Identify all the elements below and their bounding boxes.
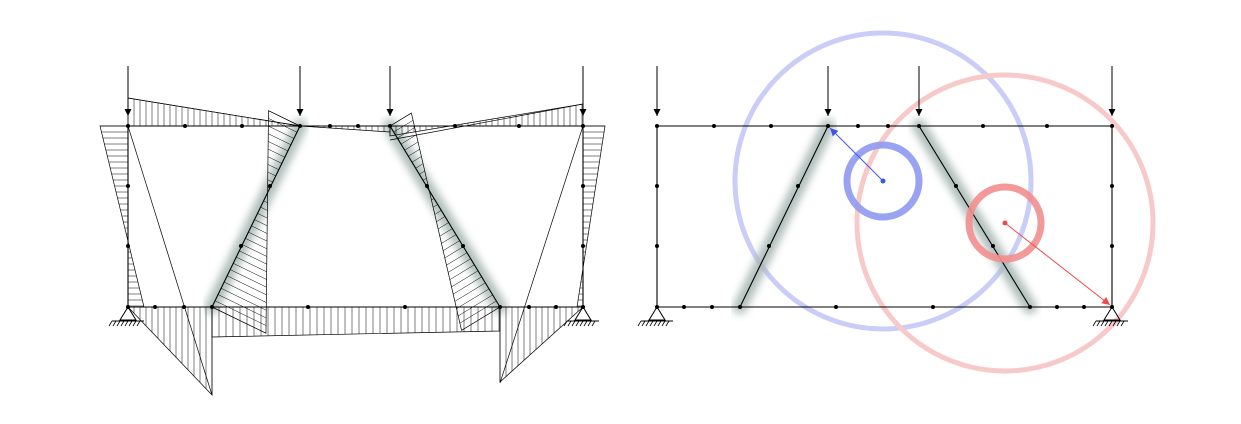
node-dot-icon (796, 184, 800, 188)
node-dot-icon (1028, 305, 1032, 309)
node-dot-icon (356, 124, 360, 128)
node-dot-icon (856, 124, 860, 128)
moment-right-diagonal (389, 112, 501, 331)
large-blue-circle (732, 30, 1034, 332)
node-dot-icon (153, 305, 157, 309)
node-dot-icon (581, 184, 585, 188)
node-dot-icon (403, 305, 407, 309)
node-dot-icon (268, 184, 272, 188)
member-line (739, 125, 829, 308)
node-dot-icon (655, 124, 659, 128)
node-dot-icon (126, 244, 130, 248)
node-dot-icon (581, 244, 585, 248)
large-red-circle (854, 72, 1156, 374)
node-dot-icon (210, 305, 214, 309)
red-radius-arrow (1004, 222, 1111, 306)
red-center-dot (1002, 220, 1008, 226)
node-dot-icon (1082, 305, 1086, 309)
node-dot-icon (917, 124, 921, 128)
node-dot-icon (655, 184, 659, 188)
pin-support-icon (108, 306, 144, 327)
moment-envelope-line (127, 97, 301, 127)
node-dot-icon (183, 124, 187, 128)
node-dot-icon (306, 305, 310, 309)
node-dot-icon (239, 244, 243, 248)
node-dot-icon (581, 124, 585, 128)
blue-center-dot (880, 178, 886, 184)
node-dot-icon (453, 124, 457, 128)
node-dot-icon (1110, 124, 1114, 128)
small-red-ring (965, 183, 1045, 263)
node-dot-icon (991, 244, 995, 248)
node-dot-icon (954, 184, 958, 188)
node-dot-icon (1110, 184, 1114, 188)
member-line (211, 125, 301, 308)
node-dot-icon (461, 244, 465, 248)
moment-envelope-line (499, 125, 584, 384)
node-dot-icon (425, 184, 429, 188)
moment-envelope-line (127, 125, 213, 396)
node-dot-icon (834, 305, 838, 309)
node-dot-icon (517, 124, 521, 128)
node-dot-icon (655, 244, 659, 248)
moment-bottom-left (127, 306, 213, 396)
node-dot-icon (298, 124, 302, 128)
node-dot-icon (126, 124, 130, 128)
node-dot-icon (1055, 305, 1059, 309)
node-dot-icon (182, 305, 186, 309)
small-blue-ring (843, 141, 923, 221)
pin-support-icon (1092, 306, 1128, 327)
member-line (389, 125, 501, 308)
node-dot-icon (767, 244, 771, 248)
node-dot-icon (738, 305, 742, 309)
node-dot-icon (826, 124, 830, 128)
node-dot-icon (126, 184, 130, 188)
node-dot-icon (527, 305, 531, 309)
node-dot-icon (1110, 244, 1114, 248)
node-dot-icon (886, 124, 890, 128)
pin-support-icon (563, 306, 599, 327)
node-dot-icon (682, 305, 686, 309)
node-dot-icon (388, 124, 392, 128)
right-panel-frame-circles (637, 30, 1156, 374)
left-panel-moment-diagram (99, 66, 606, 396)
node-dot-icon (498, 305, 502, 309)
node-dot-icon (710, 305, 714, 309)
node-dot-icon (769, 124, 773, 128)
node-dot-icon (328, 124, 332, 128)
node-dot-icon (981, 124, 985, 128)
node-dot-icon (712, 124, 716, 128)
blue-radius-arrow (829, 127, 884, 182)
node-dot-icon (1045, 124, 1049, 128)
node-dot-icon (554, 305, 558, 309)
node-dot-icon (240, 124, 244, 128)
member-line (918, 125, 1031, 308)
moment-envelope-line (389, 103, 584, 141)
pin-support-icon (637, 306, 673, 327)
moment-bottom-middle (211, 307, 501, 338)
node-dot-icon (931, 305, 935, 309)
